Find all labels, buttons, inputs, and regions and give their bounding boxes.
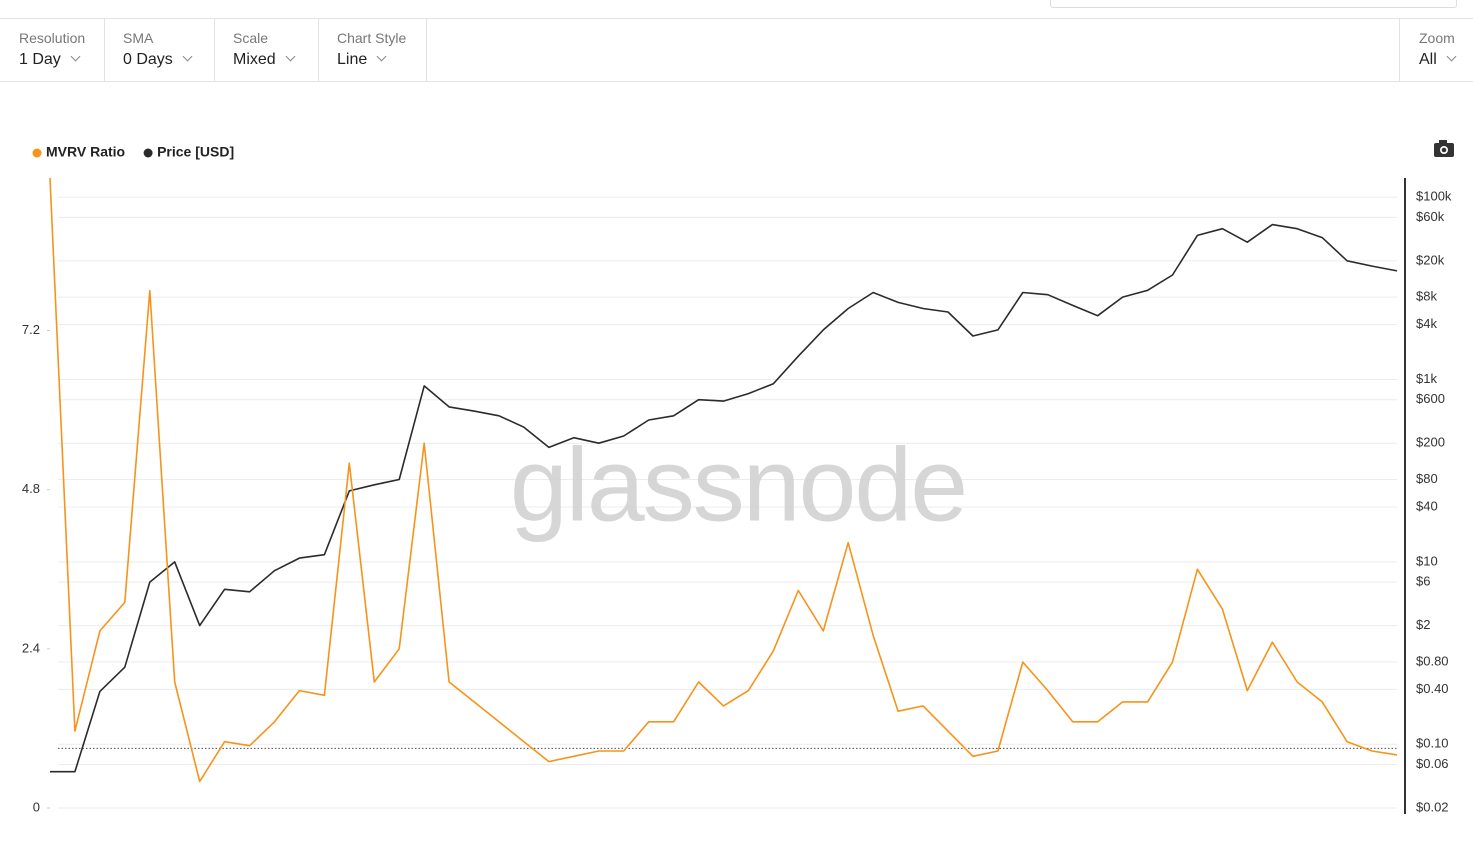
legend-marker (32, 148, 42, 158)
dropdown-label: Chart Style (337, 30, 407, 46)
dropdown-value[interactable]: Line (337, 51, 385, 69)
header-strip (0, 0, 1473, 19)
y2-tick-label: $1k (1416, 371, 1437, 386)
dropdown[interactable]: Chart Style Line (318, 19, 427, 81)
dropdown-value[interactable]: Mixed (233, 51, 294, 69)
dropdown[interactable]: Scale Mixed (214, 19, 319, 81)
y2-tick-label: $600 (1416, 391, 1445, 406)
y2-tick-label: $100k (1416, 189, 1452, 204)
legend-label: MVRV Ratio (46, 144, 125, 160)
y2-tick-label: $4k (1416, 316, 1437, 331)
y-tick-label: 7.2 (22, 322, 40, 337)
dropdown-label: Scale (233, 30, 269, 46)
y2-tick-label: $6 (1416, 574, 1430, 589)
dropdown-value[interactable]: All (1419, 51, 1455, 69)
y2-tick-label: $0.02 (1416, 799, 1449, 814)
legend-label: Price [USD] (157, 144, 234, 160)
y2-tick-label: $0.40 (1416, 681, 1449, 696)
y2-tick-label: $2 (1416, 617, 1430, 632)
y2-tick-label: $80 (1416, 471, 1438, 486)
controls-bar: Resolution 1 Day SMA 0 Days Scale Mixed Chart … (0, 19, 1473, 82)
dropdown[interactable]: SMA 0 Days (104, 19, 215, 81)
dropdown[interactable]: Zoom All (1399, 19, 1473, 81)
chart: $100k $60k $20k $8k $4k $1k $600 $200 $80 $40 $10 $… (22, 140, 1454, 814)
legend-marker (143, 148, 153, 158)
dropdown[interactable]: Resolution 1 Day (0, 19, 105, 81)
dropdown-value[interactable]: 0 Days (123, 51, 191, 69)
series-line (49, 177, 1398, 783)
page: {"controls": [ {"label": "Resolution", "… (0, 0, 1473, 777)
y2-tick-label: $60k (1416, 209, 1445, 224)
y-tick-label: 4.8 (22, 481, 40, 496)
search-box[interactable] (1050, 0, 1457, 8)
dropdown-label: Zoom (1419, 30, 1455, 46)
y2-tick-label: $0.80 (1416, 653, 1449, 668)
y2-tick-label: $200 (1416, 435, 1445, 450)
camera-icon[interactable] (1434, 140, 1454, 157)
y2-tick-label: $10 (1416, 553, 1438, 568)
y-tick-label: 0 (33, 799, 40, 814)
y-tick-label: 2.4 (22, 640, 40, 655)
y2-tick-label: $0.06 (1416, 756, 1449, 771)
dropdown-label: Resolution (19, 30, 86, 46)
watermark: glassnode (510, 427, 966, 543)
y2-tick-label: $20k (1416, 252, 1445, 267)
dropdown-label: SMA (123, 30, 154, 46)
y2-tick-label: $0.10 (1416, 736, 1449, 751)
dropdown-value[interactable]: 1 Day (19, 51, 79, 69)
y2-tick-label: $40 (1416, 498, 1438, 513)
series-line (50, 223, 1398, 773)
y2-tick-label: $8k (1416, 289, 1437, 304)
